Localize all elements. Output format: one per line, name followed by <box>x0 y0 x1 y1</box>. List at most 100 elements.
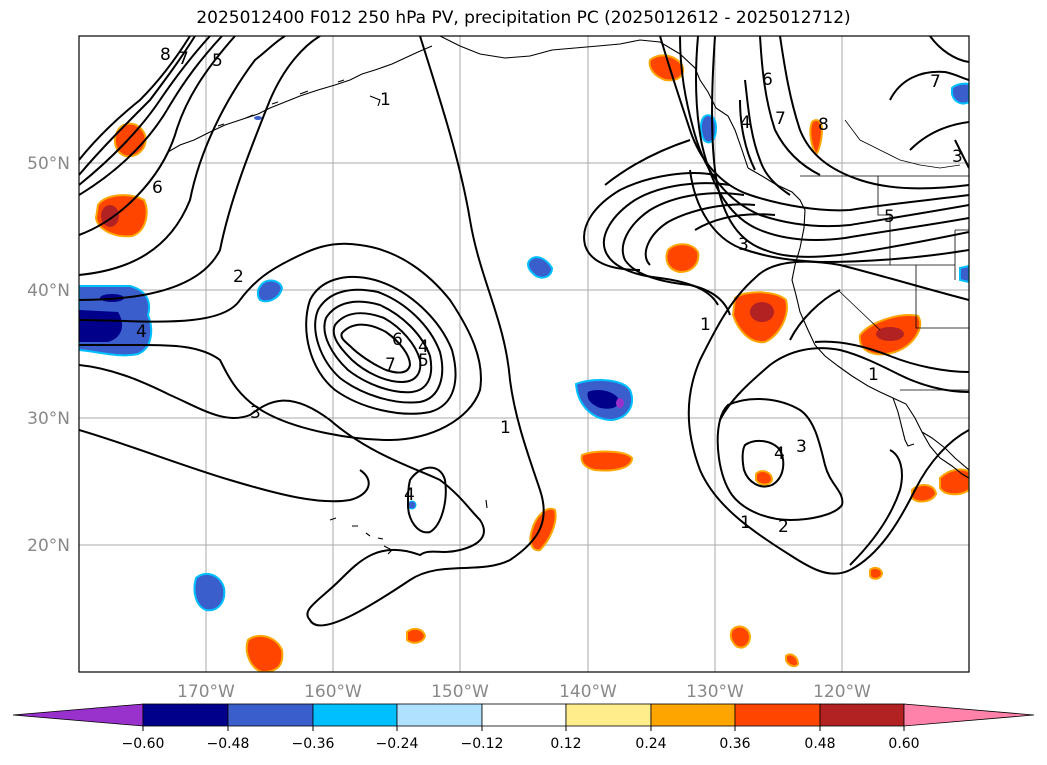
precip-blob <box>869 566 884 580</box>
bc-coast <box>747 167 969 479</box>
pv-contour <box>79 36 223 196</box>
precip-core <box>876 327 904 341</box>
contour-label: 3 <box>796 437 807 457</box>
contour-label: 8 <box>160 45 171 65</box>
pv-contour <box>406 466 447 534</box>
colorbar-segment <box>396 703 483 727</box>
colorbar-segment <box>142 703 229 727</box>
colorbar-tick-labels: −0.60 −0.48 −0.36 −0.24 −0.12 0.12 0.24 … <box>122 736 920 752</box>
precip-blob <box>254 116 262 120</box>
lon-label: 160°W <box>304 682 362 702</box>
contour-label: 1 <box>740 513 751 533</box>
contour-label: 7 <box>178 49 189 69</box>
pv-contour <box>739 99 756 171</box>
pv-contour <box>889 70 969 101</box>
colorbar-segment <box>819 703 905 727</box>
precip-core <box>616 398 624 408</box>
lat-label: 40°N <box>27 281 70 301</box>
pv-contour <box>689 169 969 264</box>
colorbar-tick-label: 0.36 <box>719 736 750 752</box>
contour-label: 1 <box>380 90 391 110</box>
pv-contour <box>687 260 969 575</box>
pv-contours <box>79 36 969 627</box>
contour-label: 1 <box>500 418 511 438</box>
map-frame <box>78 35 970 673</box>
pv-contour <box>323 300 433 394</box>
contour-label: 7 <box>775 109 786 129</box>
precip-blob <box>729 625 752 649</box>
contour-label: 4 <box>404 485 415 505</box>
colorbar <box>12 703 1035 727</box>
pv-contour <box>814 340 969 373</box>
contour-labels: 8 7 5 6 2 4 3 1 7 6 4 5 3 1 6 7 8 4 3 2 … <box>136 45 963 537</box>
pv-contour <box>929 36 969 63</box>
contour-label: 6 <box>392 330 403 350</box>
contour-label: 3 <box>738 235 749 255</box>
precip-blob <box>939 468 969 496</box>
pv-contour <box>332 312 422 384</box>
colorbar-segment <box>312 703 398 727</box>
precip-blob <box>406 627 427 644</box>
contour-label: 1 <box>868 365 879 385</box>
contour-label: 8 <box>818 115 829 135</box>
colorbar-segment <box>734 703 821 727</box>
contour-label: 5 <box>212 51 223 71</box>
colorbar-tick-label: 0.24 <box>635 736 666 752</box>
colorbar-segment <box>227 703 314 727</box>
lon-label: 130°W <box>686 682 744 702</box>
pv-contour <box>644 203 756 266</box>
precip-blob <box>79 310 123 342</box>
pv-contour <box>759 36 821 176</box>
precip-blob <box>193 572 226 612</box>
contour-label: 5 <box>884 207 895 227</box>
hawaii-islands <box>329 517 393 555</box>
colorbar-extend-high <box>903 703 1035 727</box>
precip-blob <box>809 119 824 156</box>
colorbar-tick-label: −0.60 <box>122 736 165 752</box>
precip-blob <box>648 54 684 82</box>
contour-label: 3 <box>250 403 261 423</box>
precip-core <box>750 302 774 322</box>
pv-contour <box>694 213 776 231</box>
pv-contour <box>79 36 211 186</box>
colorbar-tick-label: −0.24 <box>376 736 419 752</box>
contour-label: 6 <box>762 70 773 90</box>
pv-contour <box>314 288 444 404</box>
precip-blob <box>580 450 634 472</box>
colorbar-extend-low <box>12 703 144 727</box>
precip-blob <box>113 122 147 158</box>
colorbar-segment <box>481 703 567 727</box>
contour-label: 6 <box>152 178 163 198</box>
pv-contour <box>79 36 236 236</box>
pv-contour <box>79 36 196 176</box>
political-borders <box>800 119 969 391</box>
precip-blob <box>245 634 284 672</box>
aleutian-islands <box>217 79 381 127</box>
aleutian-islands <box>167 45 433 153</box>
pv-contour <box>621 192 745 316</box>
colorbar-tick-label: −0.48 <box>207 736 250 752</box>
lat-label: 20°N <box>27 536 70 556</box>
pv-contour <box>719 347 969 421</box>
contour-label: 2 <box>233 267 244 287</box>
baja-coast <box>892 397 915 447</box>
contour-label: 4 <box>418 337 429 357</box>
pv-contour <box>604 139 691 186</box>
pv-contour <box>79 36 321 301</box>
precip-blob <box>665 243 700 274</box>
precip-blob <box>785 653 800 668</box>
lat-label: 50°N <box>27 154 70 174</box>
lon-label: 150°W <box>431 682 489 702</box>
longitude-labels: 170°W 160°W 150°W 140°W 130°W 120°W <box>177 682 871 702</box>
colorbar-tick-label: 0.48 <box>804 736 835 752</box>
contour-label: 2 <box>778 517 789 537</box>
pv-contour <box>79 36 286 276</box>
contour-label: 5 <box>418 351 429 371</box>
lon-label: 120°W <box>813 682 871 702</box>
precip-blob <box>699 114 718 144</box>
map-title: 2025012400 F012 250 hPa PV, precipitatio… <box>196 8 851 28</box>
precip-blob <box>959 264 969 284</box>
pv-contour <box>744 79 791 196</box>
pv-contour <box>695 36 969 241</box>
pv-contour <box>954 139 969 169</box>
